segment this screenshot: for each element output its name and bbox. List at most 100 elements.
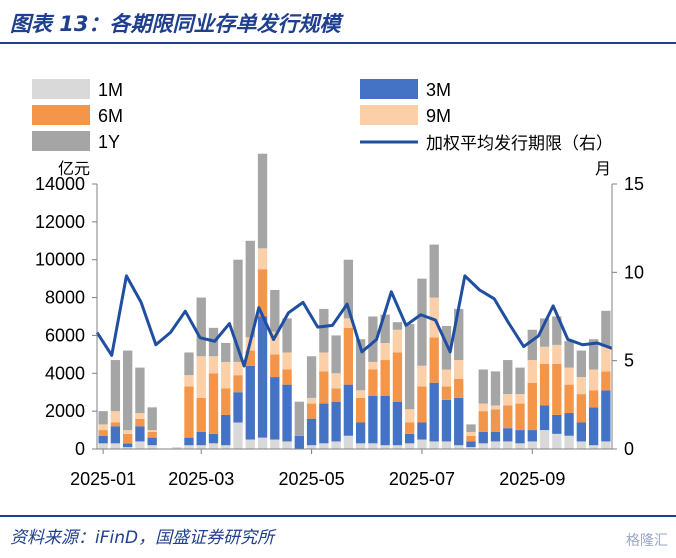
bar-segment-1m <box>270 439 280 449</box>
bar-segment-9m <box>429 297 439 338</box>
bar-segment-9m <box>257 248 268 270</box>
chart: 1M 6M 1Y 3M 9M 加权平均发行期限（右） 亿元 月 0 2000 400… <box>32 79 644 489</box>
bar-segment-3m <box>245 365 255 440</box>
bar-segment-6m <box>527 382 537 431</box>
bar-segment-1y <box>233 259 243 362</box>
source-note: 资料来源：iFinD，国盛证券研究所 <box>10 528 275 548</box>
bar-segment-9m <box>515 394 525 404</box>
bar-segment-1m <box>380 445 390 449</box>
bar-segment-6m <box>355 397 366 423</box>
right-tick-label: 0 <box>624 439 634 459</box>
bar-segment-6m <box>392 352 403 402</box>
left-tick-label: 10000 <box>35 250 85 270</box>
bar-segment-6m <box>110 422 121 427</box>
legend-swatch-9m <box>360 105 418 125</box>
bar-segment-3m <box>257 316 268 438</box>
bar-segment-9m <box>98 424 108 431</box>
bar-segment-3m <box>331 401 341 442</box>
bar-segment-3m <box>466 441 476 448</box>
bar-segment-3m <box>282 384 292 442</box>
bar-segment-9m <box>282 352 292 370</box>
bar-segment-1m <box>98 443 108 449</box>
bar-segment-6m <box>503 405 513 429</box>
bar-segment-3m <box>454 397 464 446</box>
bar-segment-1m <box>478 443 488 449</box>
bar-segment-1y <box>257 153 268 249</box>
bar-segment-9m <box>331 373 341 389</box>
left-tick-label: 12000 <box>35 212 85 232</box>
bar-segment-1m <box>392 445 403 449</box>
bar-segment-3m <box>478 431 488 444</box>
left-tick-label: 8000 <box>45 288 85 308</box>
bar-segment-3m <box>392 401 403 446</box>
chart-title: 图表 13：各期限同业存单发行规模 <box>10 12 341 36</box>
bar-segment-1y <box>527 329 537 361</box>
bar-segment-9m <box>441 369 452 387</box>
bar-segment-3m <box>515 430 525 444</box>
bar-segment-1y <box>294 401 304 436</box>
left-tick-label: 14000 <box>35 174 85 194</box>
bar-segment-1m <box>576 441 587 449</box>
bar-segment-1m <box>331 441 341 449</box>
bar-segment-1m <box>429 441 439 449</box>
bar-segment-9m <box>405 409 415 423</box>
bar-segment-1y <box>552 316 562 345</box>
bar-segment-1m <box>368 443 378 449</box>
bar-segment-3m <box>539 405 550 431</box>
bar-segment-6m <box>319 371 329 404</box>
bar-segment-1m <box>515 443 525 449</box>
bar-segment-3m <box>355 422 366 444</box>
right-tick-label: 10 <box>624 262 644 282</box>
bar-segment-3m <box>319 403 329 444</box>
bar-segment-6m <box>429 337 439 383</box>
bar-segment-6m <box>257 269 268 317</box>
bar-segment-1y <box>331 335 341 374</box>
bar-segment-1m <box>245 439 255 449</box>
bar-segment-1m <box>601 441 611 449</box>
bar-segment-1y <box>319 308 329 353</box>
bar-segment-6m <box>221 388 231 415</box>
weighted-maturity-line <box>95 274 613 368</box>
bar-segment-1y <box>466 424 476 432</box>
x-tick-label: 2025-03 <box>168 469 234 489</box>
bar-segment-6m <box>306 403 317 419</box>
bar-segment-9m <box>503 394 513 406</box>
bar-segment-6m <box>343 327 354 385</box>
bar-series <box>98 153 611 449</box>
bar-segment-3m <box>135 426 145 442</box>
bar-segment-1m <box>454 445 464 449</box>
bar-segment-6m <box>196 397 206 432</box>
left-axis-unit: 亿元 <box>58 160 90 178</box>
bar-segment-9m <box>368 361 378 370</box>
bar-segment-1m <box>466 447 476 449</box>
bar-segment-1m <box>282 441 292 449</box>
bar-segment-6m <box>539 363 550 406</box>
bar-segment-9m <box>184 375 194 387</box>
bar-segment-1m <box>257 437 268 449</box>
legend-swatch-3m <box>360 79 418 99</box>
bar-segment-9m <box>478 403 488 412</box>
bar-segment-6m <box>601 371 611 391</box>
legend-label-1y: 1Y <box>98 132 120 152</box>
bar-segment-6m <box>441 386 452 400</box>
bar-segment-1y <box>564 341 574 368</box>
bar-segment-1m <box>588 445 599 449</box>
bar-segment-6m <box>123 433 133 444</box>
bar-segment-6m <box>380 360 390 396</box>
bar-segment-9m <box>417 365 427 387</box>
axes <box>92 183 617 450</box>
bar-segment-1m <box>503 441 513 449</box>
left-tick-label: 0 <box>75 439 85 459</box>
bar-segment-1y <box>429 244 439 298</box>
bar-segment-1m <box>196 445 206 449</box>
bar-segment-3m <box>208 433 219 444</box>
legend-label-3m: 3M <box>426 80 451 100</box>
bar-segment-3m <box>184 437 194 446</box>
bar-segment-1y <box>221 343 231 362</box>
bar-segment-3m <box>405 433 415 444</box>
legend-label-9m: 9M <box>426 106 451 126</box>
right-axis-unit: 月 <box>595 161 611 178</box>
bar-segment-3m <box>417 422 427 440</box>
bar-segment-9m <box>306 397 317 404</box>
bar-segment-6m <box>331 388 341 402</box>
